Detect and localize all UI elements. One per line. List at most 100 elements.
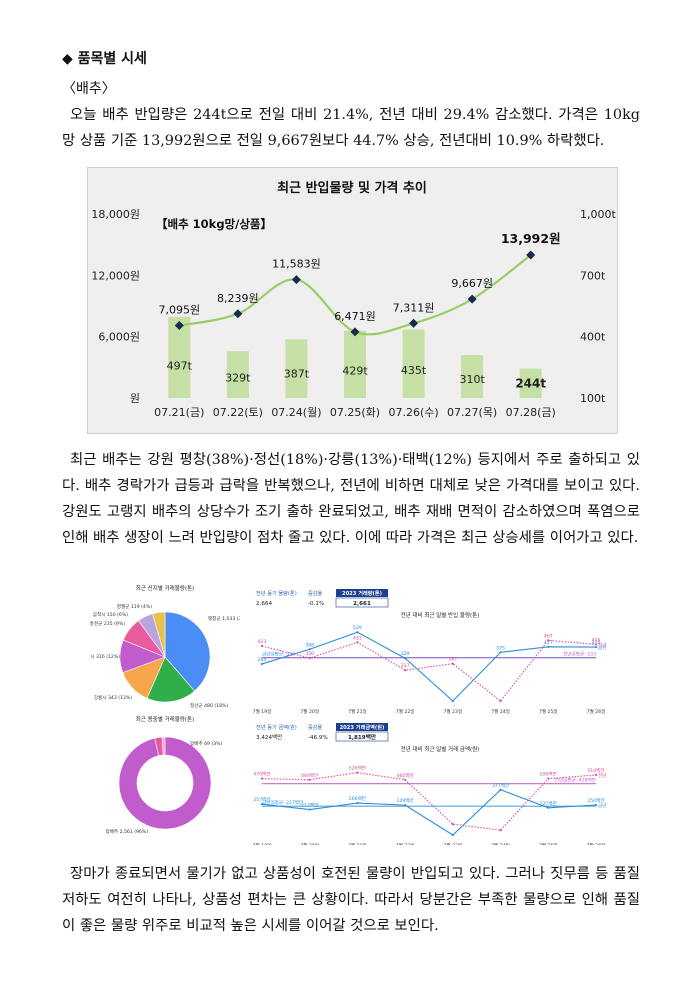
pie-slice (146, 656, 195, 703)
line-point (404, 778, 407, 781)
line-point (356, 641, 359, 644)
line-x-tick-label: 7월 23일 (444, 708, 463, 715)
line-point-label: 257백만 (253, 796, 271, 803)
line-x-tick-label: 7월 25일 (539, 842, 558, 845)
header-current-value-box (335, 597, 389, 608)
price-label: 11,583원 (272, 258, 321, 271)
line-point (499, 699, 502, 703)
line-point-label: 398 (305, 642, 314, 648)
bar-arrivals (344, 330, 366, 398)
current-year-line (261, 631, 597, 702)
pie-slice-label: 평창군 1,033 (38%) (208, 615, 240, 622)
line-point (404, 804, 407, 807)
line-point-label: 212백만 (301, 802, 319, 809)
line-point (451, 699, 454, 703)
paragraph-outlook: 장마가 종료되면서 물기가 없고 상품성이 호전된 물량이 반입되고 있다. 그… (62, 866, 640, 934)
right-axis-tick-label: 400t (580, 331, 606, 344)
line-point (451, 833, 454, 837)
line-point-label: 460백만 (397, 772, 415, 779)
line-point (547, 777, 550, 780)
line-panel: 전년 동기 물량(톤) 증감율 2023 거래량(톤) 2,664 -0.1% 2,661… (250, 585, 610, 849)
pie-slice-label: 홍천군 235 (9%) (90, 620, 125, 627)
bar-value-label: 329t (225, 372, 251, 385)
header-current-box (336, 723, 388, 731)
line-point-label: 415 (592, 640, 601, 646)
line-point (308, 648, 311, 651)
line-point-label: 237 (401, 663, 410, 669)
bar-arrivals (285, 339, 308, 398)
price-point (233, 309, 243, 319)
header-change-label: 증감율 (308, 590, 323, 597)
pie-slice-label: 영월군 119 (4%) (117, 603, 152, 610)
x-tick-label: 07.25(화) (330, 406, 380, 419)
line-point (594, 773, 598, 777)
bar-arrivals (461, 355, 484, 398)
price-label: 7,095원 (158, 303, 200, 316)
pie-slice-label: 삼척시 150 (6%) (93, 611, 128, 618)
line-x-tick-label: 7월 21일 (348, 708, 367, 715)
header-current-value: 2,661 (353, 601, 371, 607)
x-tick-label: 07.21(금) (154, 406, 204, 419)
line-point (547, 806, 550, 809)
main-chart: 최근 반입물량 및 가격 추이 【배추 10kg망/상품】 원 6,000원 12,00… (87, 167, 618, 434)
line-point (308, 778, 311, 781)
previous-year-line (261, 639, 597, 702)
section-title: ◆ 품목별 시세 (62, 51, 147, 67)
line-x-tick-label: 7월 20일 (300, 842, 319, 845)
price-point (350, 327, 360, 337)
line-point-label: 470백만 (253, 771, 271, 778)
left-axis-tick-label: 12,000원 (91, 269, 140, 282)
price-label: 6,471원 (334, 310, 376, 323)
average-line-label: 금년일평균: 333 (262, 651, 295, 658)
pie-charts-svg: 최근 산지별 거래물량(톤) 평창군 1,033 (38%) 정선군 480 (18… (82, 584, 251, 835)
series-name-label: 금년 (598, 802, 606, 809)
line-point (499, 651, 502, 654)
line-point-label: 417 (544, 640, 553, 646)
bar-arrivals (226, 351, 249, 398)
line-x-tick-label: 7월 20일 (300, 708, 319, 715)
line-point-label: 249백만 (397, 797, 415, 804)
line-point (499, 788, 502, 791)
x-tick-label: 07.22(토) (213, 406, 263, 419)
line-x-tick-label: 7월 21일 (348, 842, 367, 845)
line-x-tick-label: 7월 22일 (396, 708, 415, 715)
pie-slice-label: 태백시 316 (12%) (90, 653, 120, 660)
left-axis-tick-label: 원 (130, 392, 140, 405)
average-line-label: 금년일평균: 227백만 (262, 799, 304, 806)
pie-title: 최근 용중별 거래물량(톤) (136, 715, 194, 723)
paragraph-summary: 오늘 배추 반입량은 244t으로 전일 대비 21.4%, 전년 대비 29.… (62, 107, 640, 149)
line-point-label: 460백만 (301, 772, 319, 779)
header-prev-value: 3,424백만 (256, 733, 282, 741)
line-point (356, 631, 359, 634)
pie-slice (118, 736, 212, 830)
pie-slice (164, 611, 211, 692)
line-point (594, 643, 598, 646)
current-year-line (261, 789, 597, 836)
pie-slice-label: 정선군 480 (18%) (190, 702, 228, 709)
header-current-value-box (335, 731, 389, 742)
pie-title: 최근 산지별 거래물량(톤) (136, 585, 194, 592)
line-chart-title: 전년 대비 최근 일별 반입 물량(톤) (401, 611, 480, 619)
line-point-label: 436 (592, 637, 601, 643)
bar-value-label: 387t (284, 367, 310, 380)
line-x-tick-label: 7월 19일 (253, 708, 272, 715)
line-point-label: 451 (353, 635, 362, 641)
header-current-value: 1,819백만 (348, 733, 377, 741)
line-point-label: 266백만 (349, 795, 367, 802)
line-x-tick-label: 7월 22일 (396, 842, 415, 845)
bar-arrivals (402, 329, 425, 398)
right-axis-tick-label: 1,000t (580, 208, 616, 221)
main-chart-svg: 최근 반입물량 및 가격 추이 【배추 10kg망/상품】 원 6,000원 12,00… (91, 180, 616, 419)
line-point (547, 639, 550, 642)
line-x-tick-label: 7월 19일 (253, 842, 272, 845)
line-point-label: 375 (496, 645, 505, 651)
left-axis-tick-label: 6,000원 (98, 331, 140, 344)
line-x-tick-label: 7월 23일 (444, 842, 463, 845)
paragraph-analysis: 최근 배추는 강원 평창(38%)·정선(18%)·강릉(13%)·태백(12%… (62, 452, 640, 546)
header-current-label: 2023 거래량(톤) (342, 589, 382, 597)
bar-arrivals (519, 368, 542, 398)
line-point (356, 801, 359, 805)
line-point (260, 662, 264, 666)
price-label: 7,311원 (393, 301, 435, 314)
header-change-value: -46.9% (308, 735, 328, 741)
